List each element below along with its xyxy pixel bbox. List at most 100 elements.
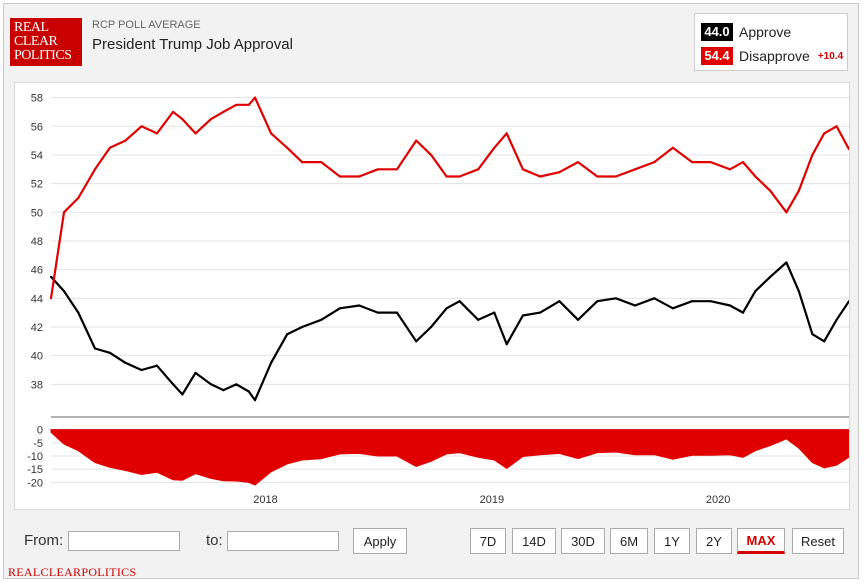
- point-disapprove: [301, 161, 304, 164]
- chart-title: President Trump Job Approval: [92, 36, 293, 53]
- point-approve: [811, 333, 814, 336]
- reset-button[interactable]: Reset: [792, 528, 844, 554]
- point-approve: [741, 311, 745, 314]
- disapprove-label: Disapprove: [739, 48, 810, 64]
- point-disapprove: [181, 118, 184, 121]
- point-disapprove: [320, 161, 323, 164]
- point-approve: [430, 325, 433, 329]
- logo-line-1: REAL: [14, 20, 49, 35]
- point-disapprove: [235, 103, 238, 106]
- point-disapprove: [558, 171, 561, 174]
- y-tick-label: 54: [31, 150, 43, 162]
- point-disapprove: [769, 189, 772, 192]
- point-disapprove: [823, 132, 826, 135]
- point-approve: [671, 307, 675, 310]
- range-30d-button[interactable]: 30D: [561, 528, 605, 554]
- approve-label: Approve: [739, 24, 792, 40]
- point-approve: [477, 318, 480, 321]
- point-approve: [415, 340, 418, 343]
- point-disapprove: [653, 161, 656, 164]
- point-disapprove: [270, 132, 273, 135]
- range-max-button[interactable]: MAX: [737, 528, 785, 554]
- range-1y-button[interactable]: 1Y: [654, 528, 690, 554]
- point-approve: [521, 314, 524, 317]
- y-tick-label: 50: [31, 207, 43, 219]
- point-disapprove: [539, 175, 542, 178]
- y-tick-label: 42: [31, 322, 43, 334]
- point-disapprove: [785, 211, 788, 214]
- point-approve: [235, 383, 238, 386]
- legend-approve: 44.0 Approve: [701, 22, 791, 42]
- point-disapprove: [458, 175, 461, 178]
- point-disapprove: [741, 161, 745, 164]
- point-approve: [253, 399, 257, 402]
- point-disapprove: [222, 110, 225, 113]
- point-approve: [785, 261, 788, 264]
- x-tick-label: 2020: [706, 494, 730, 506]
- point-approve: [155, 364, 159, 367]
- point-approve: [140, 368, 143, 372]
- point-approve: [286, 333, 289, 336]
- point-disapprove: [155, 132, 159, 135]
- point-disapprove: [172, 110, 175, 113]
- from-label: From:: [24, 532, 64, 549]
- point-approve: [209, 383, 213, 386]
- y-tick-label: 48: [31, 236, 43, 248]
- point-approve: [797, 290, 800, 293]
- point-approve: [395, 311, 399, 314]
- apply-button[interactable]: Apply: [353, 528, 407, 554]
- point-approve: [93, 347, 97, 350]
- point-approve: [181, 393, 184, 396]
- controls-bar: From: to: Apply 7D 14D 30D 6M 1Y 2Y MAX …: [14, 522, 850, 562]
- point-approve: [49, 275, 53, 278]
- spread-y-tick-label: 0: [37, 425, 43, 437]
- point-approve: [769, 275, 772, 278]
- chart-area: 38 40 42 44 46 48 50 52 54 56 58 0 -5 -10 -15 -20 2018…: [14, 82, 851, 510]
- point-disapprove: [415, 139, 418, 142]
- point-approve: [77, 311, 80, 314]
- point-disapprove: [709, 161, 712, 164]
- point-disapprove: [596, 175, 599, 178]
- point-approve: [376, 311, 379, 314]
- point-approve: [320, 318, 323, 321]
- point-disapprove: [754, 175, 757, 178]
- range-2y-button[interactable]: 2Y: [696, 528, 732, 554]
- y-tick-label: 52: [31, 179, 43, 191]
- chart-subtitle: RCP POLL AVERAGE: [92, 19, 201, 31]
- spread-y-tick-label: -10: [27, 451, 43, 463]
- y-tick-label: 40: [31, 351, 43, 363]
- point-disapprove: [395, 168, 399, 171]
- rcp-logo: REAL CLEAR POLITICS: [10, 18, 82, 66]
- point-approve: [338, 307, 341, 310]
- point-disapprove: [691, 161, 694, 164]
- point-approve: [108, 351, 111, 354]
- range-7d-button[interactable]: 7D: [470, 528, 506, 554]
- point-disapprove: [614, 175, 618, 178]
- range-6m-button[interactable]: 6M: [610, 528, 648, 554]
- point-approve: [835, 318, 838, 321]
- point-disapprove: [376, 168, 379, 171]
- point-approve: [576, 318, 580, 321]
- x-tick-label: 2018: [253, 494, 277, 506]
- series-line-disapprove: [49, 96, 850, 299]
- y-tick-label: 38: [31, 379, 43, 391]
- to-date-input[interactable]: [227, 531, 339, 551]
- point-disapprove: [505, 132, 508, 135]
- point-approve: [301, 325, 304, 329]
- point-approve: [445, 307, 448, 310]
- point-disapprove: [835, 125, 838, 128]
- chart-svg: 38 40 42 44 46 48 50 52 54 56 58 0-5-10-15-20 2018…: [27, 93, 851, 506]
- point-approve: [222, 389, 225, 392]
- point-approve: [558, 300, 561, 303]
- point-approve: [539, 311, 542, 314]
- point-disapprove: [253, 96, 257, 99]
- point-approve: [358, 304, 361, 307]
- from-date-input[interactable]: [68, 531, 180, 551]
- point-disapprove: [286, 146, 289, 149]
- y-tick-label: 58: [31, 93, 43, 105]
- point-disapprove: [62, 211, 66, 214]
- spread-y-tick-label: -15: [27, 464, 43, 476]
- point-disapprove: [445, 175, 448, 178]
- range-14d-button[interactable]: 14D: [512, 528, 556, 554]
- legend-disapprove: 54.4 Disapprove +10.4: [701, 46, 843, 66]
